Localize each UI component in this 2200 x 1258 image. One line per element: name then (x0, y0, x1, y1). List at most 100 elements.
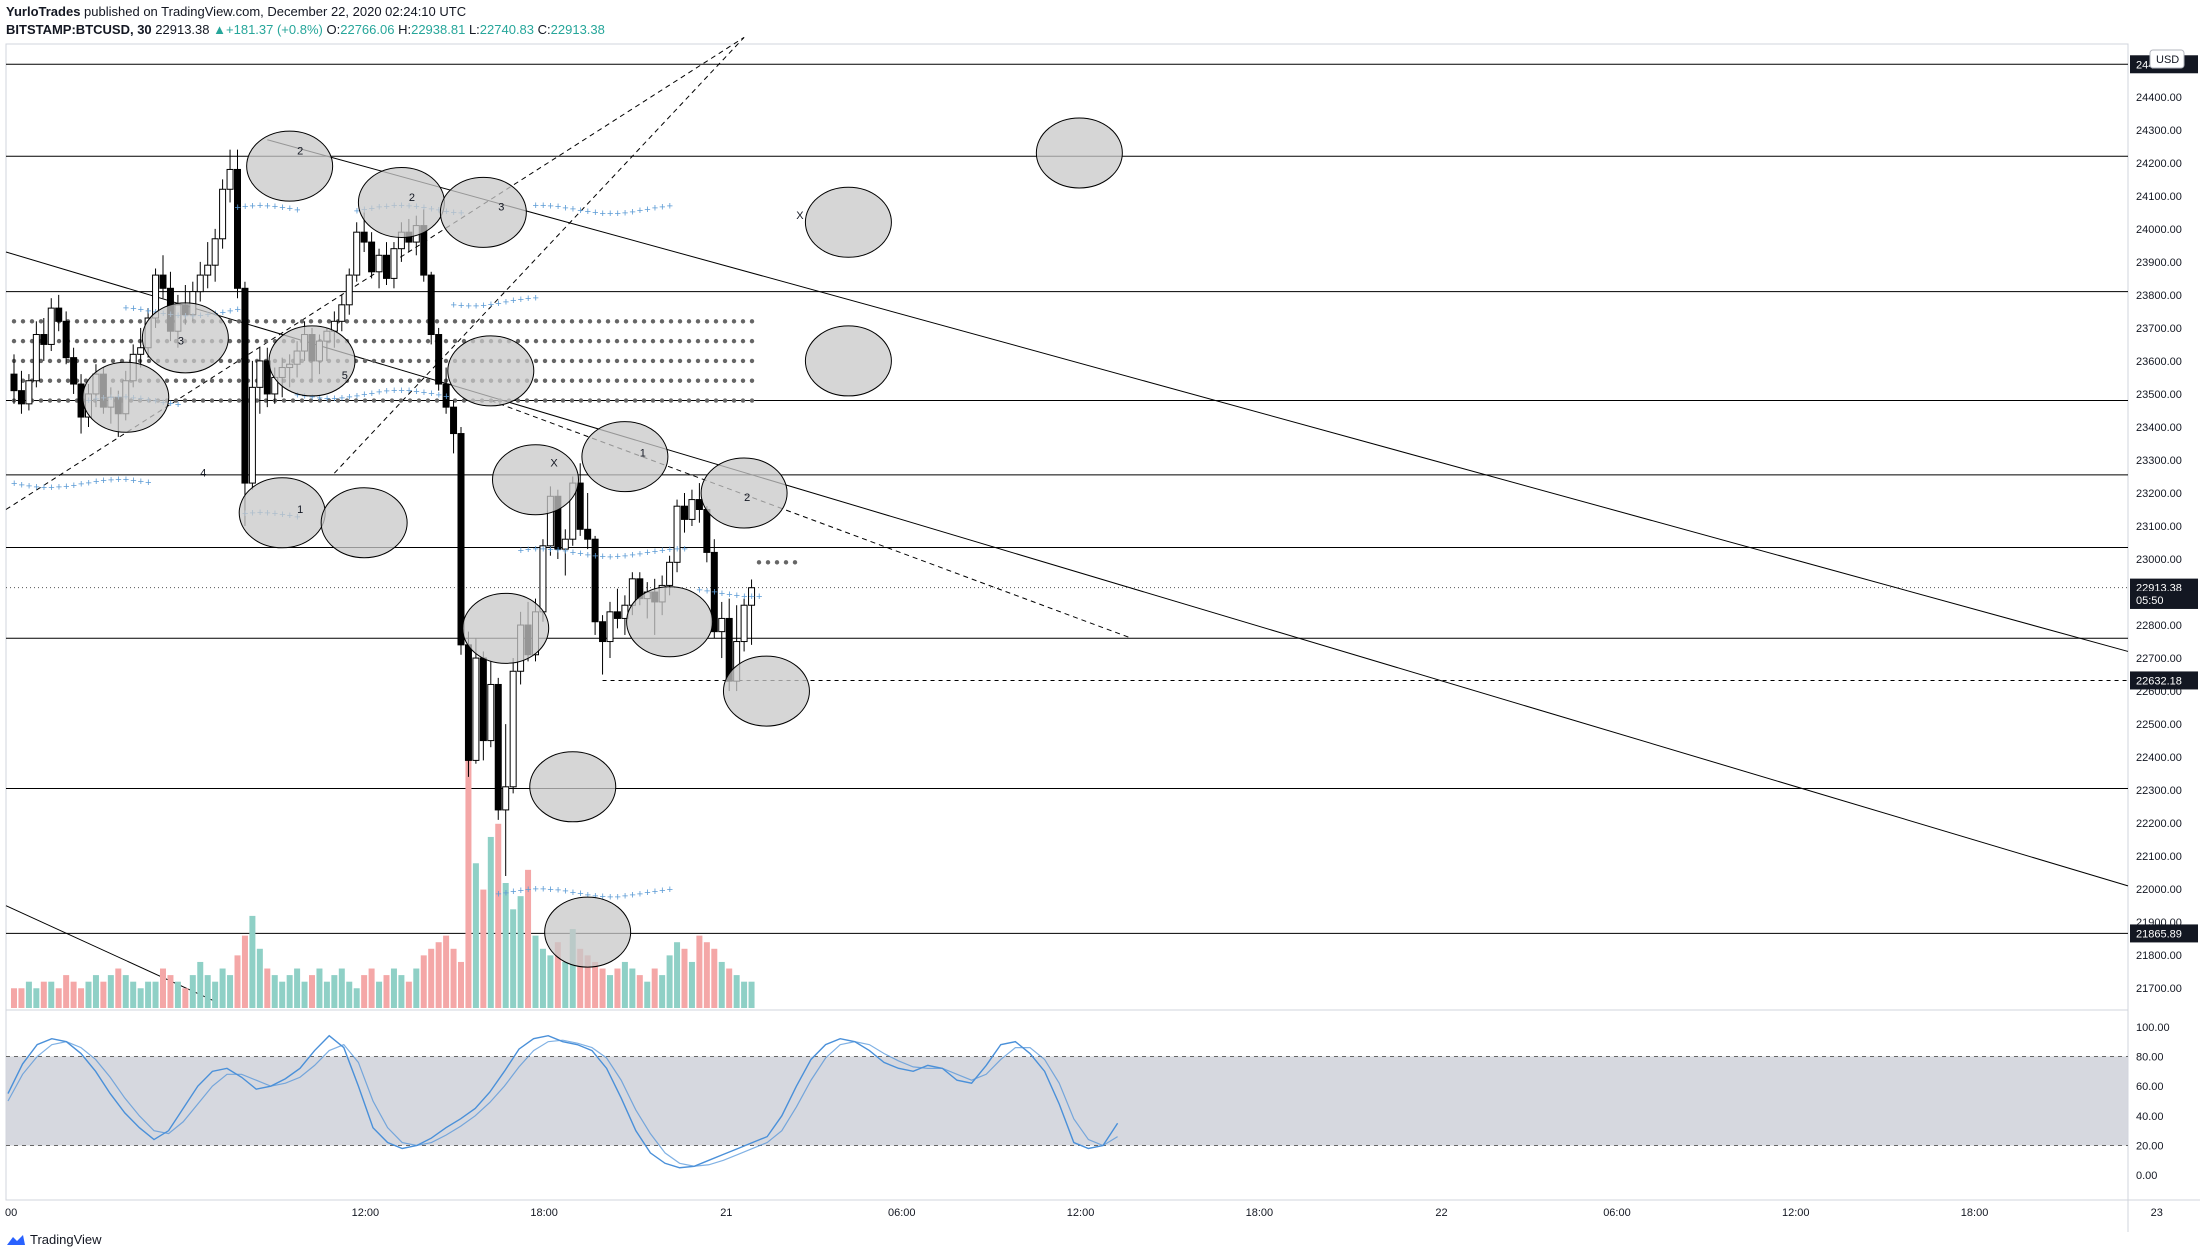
volume-bar (577, 948, 584, 1008)
dot-level-marker (47, 358, 53, 364)
price-tick-label: 24400.00 (2136, 92, 2182, 104)
price-tick-label: 23800.00 (2136, 290, 2182, 302)
dot-level-marker (686, 358, 692, 364)
dot-level-marker (353, 319, 359, 324)
highlight-ellipse (804, 325, 892, 397)
price-tick-label: 21800.00 (2136, 950, 2182, 962)
volume-bar (621, 961, 628, 1008)
dot-level-marker (416, 398, 422, 403)
dot-level-marker (182, 398, 188, 403)
symbol-title[interactable]: BITSTAMP:BTCUSD, 30 (6, 22, 152, 37)
dot-level-marker (74, 319, 80, 324)
dot-level-marker (335, 398, 341, 403)
volume-bar (413, 968, 420, 1008)
psar-marker: + (577, 548, 583, 560)
psar-marker: + (130, 303, 136, 315)
dot-level-marker (398, 398, 404, 403)
dot-level-marker (209, 398, 215, 403)
dot-level-marker (542, 378, 548, 383)
candle-down (591, 538, 599, 623)
dot-level-marker (740, 398, 746, 403)
dot-level-marker (587, 319, 593, 324)
candle-up (204, 264, 212, 276)
psar-marker: + (242, 201, 248, 213)
volume-bar (107, 975, 114, 1008)
volume-bar (569, 929, 576, 1008)
psar-marker: + (436, 390, 442, 402)
psar-marker: + (398, 385, 404, 397)
dot-level-marker (533, 358, 539, 364)
dot-level-marker (668, 338, 674, 344)
volume-bar (405, 981, 412, 1008)
dot-level-marker (765, 560, 771, 565)
wave-label: 5 (342, 370, 348, 382)
volume-bar (614, 968, 621, 1008)
psar-marker: + (473, 300, 479, 312)
dot-level-marker (578, 338, 584, 344)
volume-bar (92, 975, 99, 1008)
dot-level-marker (92, 319, 98, 324)
dot-level-marker (533, 398, 539, 403)
dot-level-marker (677, 338, 683, 344)
volume-bar (703, 942, 710, 1008)
psar-marker: + (644, 547, 650, 559)
psar-marker: + (354, 206, 360, 218)
dot-level-marker (668, 358, 674, 364)
dot-level-marker (74, 338, 80, 344)
dot-level-marker (623, 319, 629, 324)
volume-bar (376, 981, 383, 1008)
psar-marker: + (525, 884, 531, 896)
psar-marker: + (659, 545, 665, 557)
dot-level-marker (569, 378, 575, 383)
psar-marker: + (391, 385, 397, 397)
candle-up (673, 505, 681, 563)
psar-marker: + (175, 399, 181, 411)
psar-marker: + (406, 385, 412, 397)
psar-marker: + (130, 475, 136, 487)
highlight-ellipse (462, 592, 550, 664)
volume-bar (584, 955, 591, 1008)
volume-bar (167, 975, 174, 1008)
dot-level-marker (344, 398, 350, 403)
volume-bar (63, 975, 70, 1008)
dot-level-marker (596, 358, 602, 364)
psar-marker: + (667, 884, 673, 896)
dot-level-marker (407, 319, 413, 324)
dot-level-marker (101, 358, 107, 364)
dot-level-marker (416, 378, 422, 383)
volume-bar (286, 975, 293, 1008)
psar-marker: + (346, 392, 352, 404)
psar-marker: + (749, 591, 755, 603)
psar-marker: + (585, 206, 591, 218)
time-tick-label: 22 (1435, 1207, 1447, 1219)
psar-marker: + (376, 387, 382, 399)
volume-bar (711, 948, 718, 1008)
dot-level-marker (371, 378, 377, 383)
stoch-tick-label: 0.00 (2136, 1170, 2157, 1182)
dot-level-marker (740, 358, 746, 364)
psar-marker: + (279, 202, 285, 214)
candle-up (472, 657, 480, 761)
volume-bar (748, 981, 755, 1008)
dot-level-marker (317, 319, 323, 324)
publisher-name[interactable]: YurloTrades (6, 4, 81, 19)
psar-marker: + (384, 386, 390, 398)
volume-bar (100, 981, 107, 1008)
candle-up (256, 360, 264, 388)
psar-marker: + (33, 481, 39, 493)
footer-brand[interactable]: TradingView (6, 1232, 102, 1247)
volume-bar (741, 981, 748, 1008)
stoch-tick-label: 60.00 (2136, 1081, 2164, 1093)
dot-level-marker (173, 398, 179, 403)
candle-up (353, 231, 361, 276)
price-tick-label: 24000.00 (2136, 224, 2182, 236)
volume-bar (450, 948, 457, 1008)
psar-marker: + (235, 202, 241, 214)
psar-marker: + (451, 299, 457, 311)
price-tick-label: 22800.00 (2136, 620, 2182, 632)
high-label: H: (398, 22, 412, 37)
dot-level-marker (749, 358, 755, 364)
dot-level-marker (290, 398, 296, 403)
psar-marker: + (518, 885, 524, 897)
